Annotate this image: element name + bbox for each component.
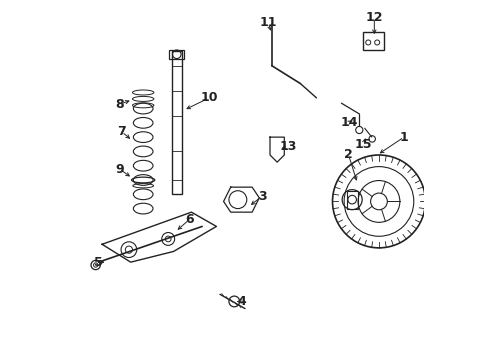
Text: 8: 8	[116, 98, 124, 111]
Text: 14: 14	[341, 116, 358, 129]
Text: 13: 13	[279, 140, 296, 153]
Bar	[169, 50, 184, 59]
Text: 1: 1	[399, 131, 408, 144]
Text: 12: 12	[366, 11, 383, 24]
Text: 15: 15	[355, 138, 372, 151]
Bar	[347, 191, 358, 208]
Text: 6: 6	[185, 213, 194, 226]
Text: 4: 4	[237, 295, 246, 308]
Bar	[363, 32, 384, 50]
Text: 10: 10	[200, 91, 218, 104]
Text: 2: 2	[344, 148, 353, 162]
Text: 11: 11	[260, 16, 277, 29]
Text: 5: 5	[94, 256, 103, 269]
Bar	[172, 51, 182, 194]
Text: 3: 3	[258, 190, 267, 203]
Text: 7: 7	[118, 125, 126, 138]
Text: 9: 9	[116, 163, 124, 176]
